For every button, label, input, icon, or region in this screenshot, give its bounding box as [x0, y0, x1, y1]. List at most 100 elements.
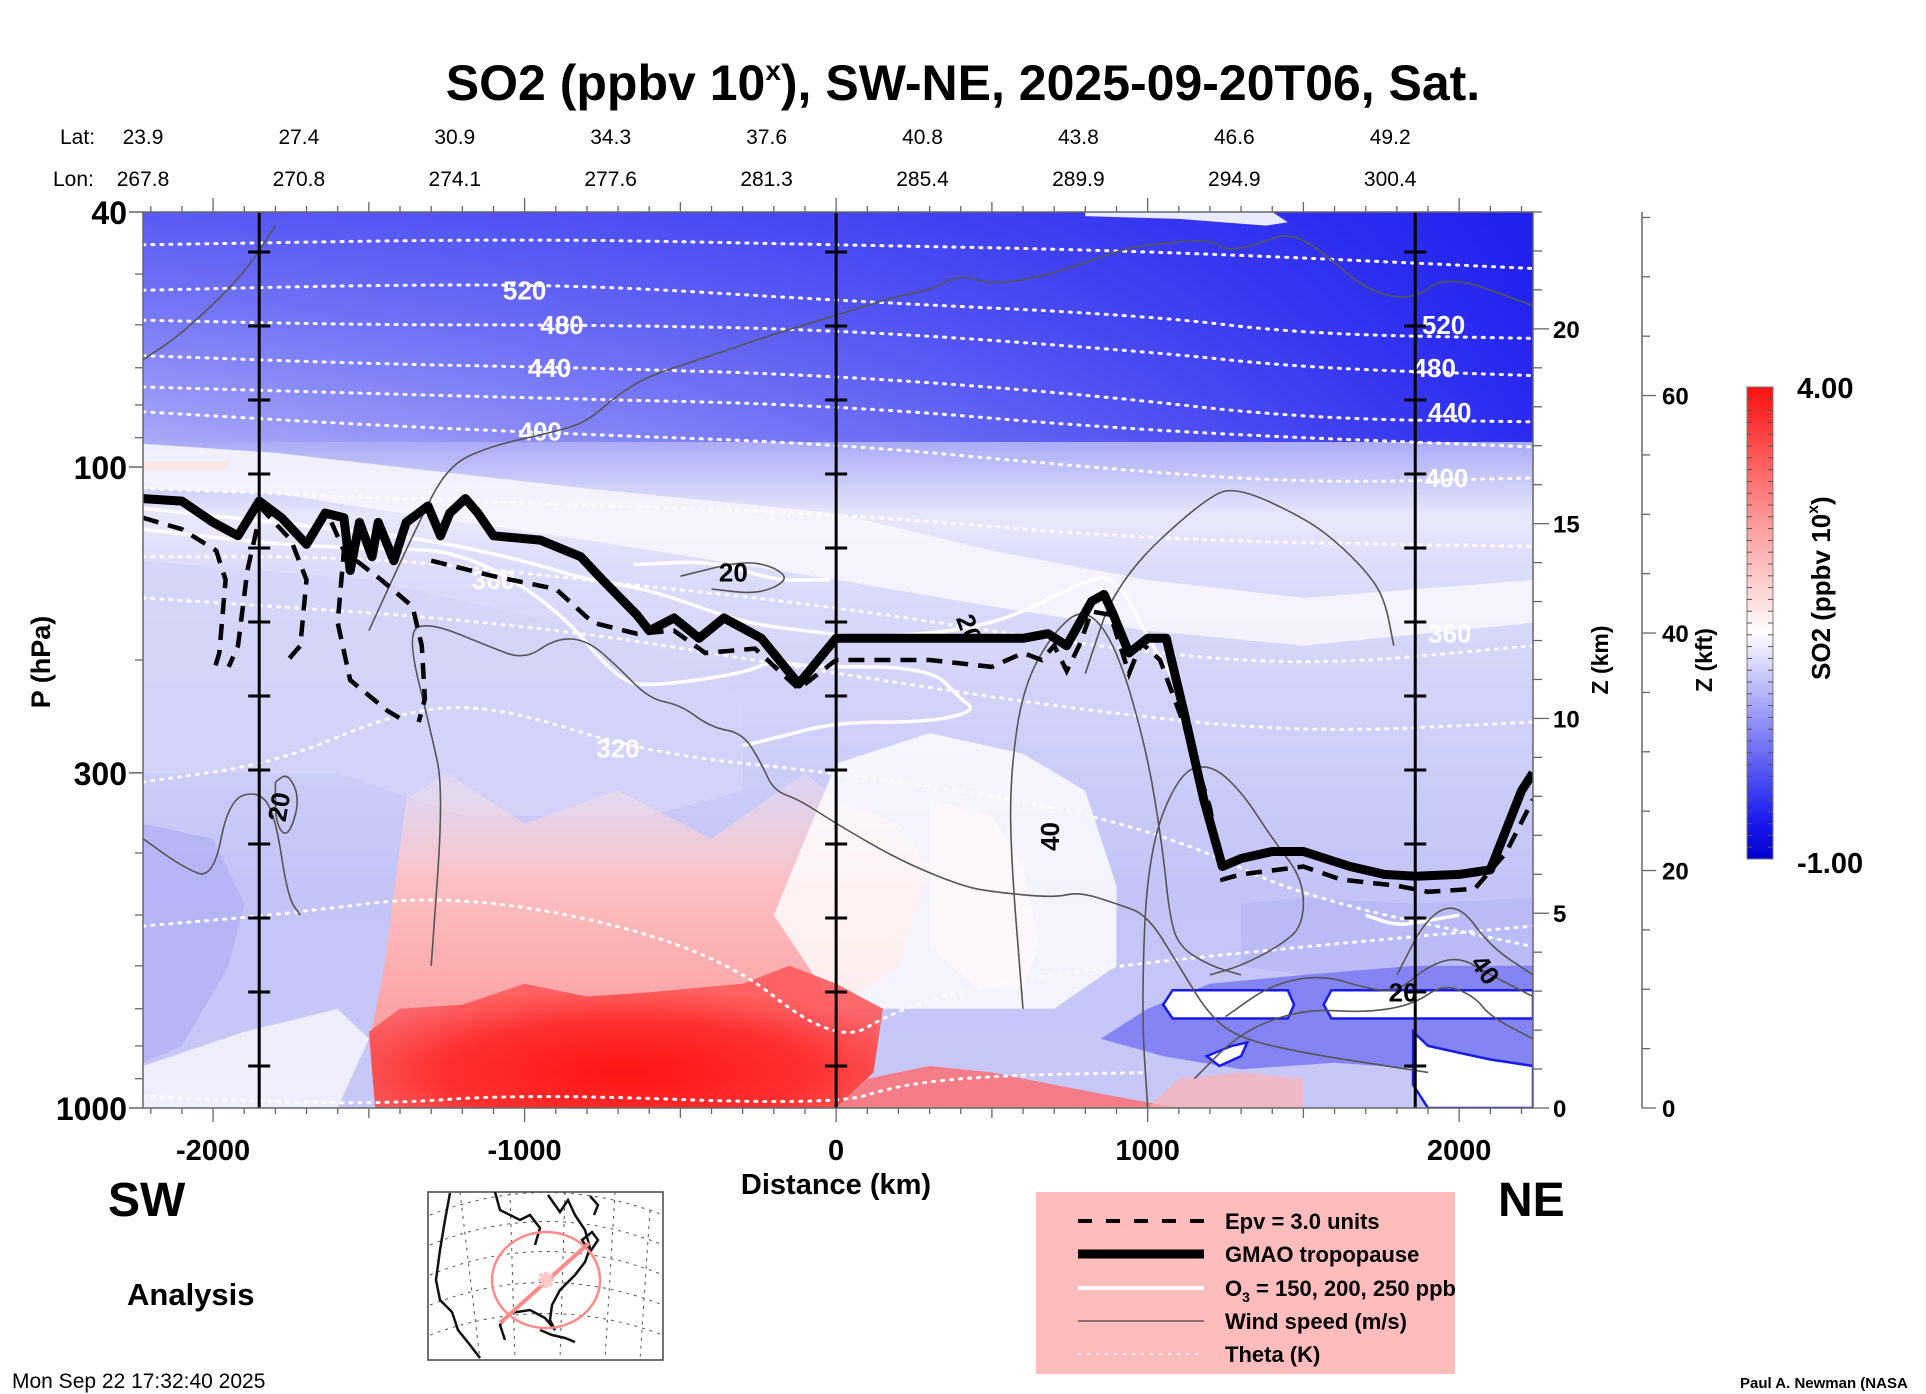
epv-contours: [143, 504, 1533, 895]
z-kft-tick-label: 60: [1662, 384, 1689, 411]
wind-contour-line: [143, 793, 301, 916]
wind-contour-line: [411, 624, 1429, 1074]
wind-contour-line: [680, 562, 785, 594]
so2-white-band-100hpa: [143, 443, 1533, 646]
wind-contour-line: [1225, 958, 1533, 1018]
so2-pink-streak-100hpa: [143, 461, 229, 470]
center-star-icon: [538, 1272, 554, 1288]
wind-contour-line: [274, 775, 298, 834]
so2-white-top-edge: [1085, 212, 1288, 226]
y-tick-label: 40: [91, 195, 127, 231]
z-km-axis-label: Z (km): [1587, 626, 1613, 695]
x-tick-label: -2000: [176, 1135, 250, 1167]
lat-value: 43.8: [1058, 126, 1099, 149]
legend-label: Theta (K): [1225, 1342, 1320, 1367]
legend-label: Epv = 3.0 units: [1225, 1209, 1380, 1234]
lat-value: 27.4: [278, 126, 319, 149]
theta-contour-line: [143, 487, 1533, 548]
theta-label: 480: [1413, 353, 1456, 383]
lat-value: 30.9: [434, 126, 475, 149]
wind-contour-line: [143, 225, 277, 361]
y-tick-label: 1000: [56, 1091, 127, 1127]
so2-left-lower-blue: [143, 823, 245, 1063]
wind-contour-line: [368, 235, 1533, 632]
analysis-label: Analysis: [127, 1277, 255, 1312]
sw-label: SW: [108, 1174, 186, 1227]
x-axis-label: Distance (km): [741, 1169, 931, 1201]
theta-label: 520: [503, 275, 546, 305]
theta-contour-line: [143, 410, 1533, 483]
colorbar-title: SO2 (ppbv 10x): [1805, 496, 1836, 680]
so2-pink-low-right: [1147, 1072, 1304, 1108]
so2-white-hole-2: [1322, 988, 1533, 1020]
lat-value: 23.9: [123, 126, 164, 149]
theta-contour-line: [143, 1070, 1150, 1105]
lon-row-label: Lon:: [53, 168, 94, 191]
theta-contour-line: [143, 596, 1533, 731]
z-kft-tick-label: 20: [1662, 859, 1689, 886]
lon-value: 274.1: [429, 168, 482, 191]
wind-contour-line: [1009, 613, 1242, 1009]
y-tick-label: 100: [74, 450, 127, 486]
ozone-contour-line: [1365, 913, 1460, 926]
lon-value: 267.8: [117, 168, 170, 191]
theta-contour-line: [143, 706, 1533, 949]
wind-speed-label: 20: [719, 557, 748, 587]
theta-contour-line: [143, 898, 1533, 1034]
wind-contour-line: [1396, 907, 1533, 976]
theta-label: 440: [1428, 397, 1471, 427]
vertical-marker-lines: [248, 212, 1427, 1108]
lat-value: 34.3: [590, 126, 631, 149]
theta-label: 360: [1428, 619, 1471, 649]
colorbar-ticks: [1747, 398, 1773, 848]
epv-contour-line: [257, 504, 309, 662]
lon-value: 281.3: [740, 168, 793, 191]
theta-label: 520: [1422, 310, 1465, 340]
lat-value: 49.2: [1370, 126, 1411, 149]
theta-label: 320: [596, 734, 639, 764]
lon-value: 270.8: [273, 168, 326, 191]
z-kft-tick-label: 0: [1662, 1096, 1675, 1123]
epv-contour-line: [430, 558, 1533, 895]
so2-field-shapes: [143, 212, 1533, 1108]
chart-title: SO2 (ppbv 10x), SW-NE, 2025-09-20T06, Sa…: [446, 55, 1480, 111]
ozone-contour-line: [143, 506, 1181, 688]
so2-white-lower-left: [143, 1008, 369, 1108]
lon-value: 277.6: [584, 168, 637, 191]
z-kft-axis-label: Z (kft): [1691, 628, 1717, 692]
y-axis-label: P (hPa): [26, 616, 56, 709]
title-superscript: x: [765, 55, 781, 86]
ne-label: NE: [1498, 1174, 1565, 1227]
z-km-tick-label: 20: [1553, 317, 1580, 344]
z-km-tick-label: 15: [1553, 512, 1580, 539]
so2-white-central-low: [773, 733, 1117, 1009]
wind-contour-line: [1142, 766, 1305, 1108]
axes: -2000 -1000 0 1000 2000 40 100 300 1000 0 5 10 15 20 0…: [56, 195, 1689, 1167]
so2-red-low-right: [836, 1066, 1179, 1108]
region-circle: [490, 1230, 602, 1330]
theta-contour-line: [143, 385, 1533, 449]
z-km-tick-label: 10: [1553, 706, 1580, 733]
wind-speed-label: 40: [1035, 822, 1065, 851]
x-tick-label: 1000: [1115, 1135, 1180, 1167]
legend: Epv = 3.0 units GMAO tropopause O3 = 150, …: [1036, 1192, 1456, 1374]
so2-red-core: [368, 965, 883, 1108]
lon-value: 294.9: [1208, 168, 1261, 191]
theta-contour-line: [143, 555, 1533, 664]
epv-contour-line: [329, 521, 408, 725]
x-tick-label: -1000: [488, 1135, 562, 1167]
tropopause-line: [143, 494, 1533, 881]
lat-lon-header: Lat: Lon: 23.9 27.4 30.9 34.3 37.6 40.8 43.8 46…: [53, 126, 1417, 191]
z-km-tick-label: 5: [1553, 901, 1566, 928]
z-km-tick-label: 0: [1553, 1096, 1566, 1123]
legend-box: [1036, 1192, 1455, 1374]
ozone-contour-line: [633, 560, 830, 582]
wind-contour-line: [1084, 489, 1395, 674]
so2-white-hole-4: [1411, 1028, 1533, 1108]
x-tick-label: 0: [828, 1135, 844, 1167]
y-tick-label: 300: [74, 756, 127, 792]
so2-white-hole-3: [1204, 1040, 1250, 1068]
wind-contour-line: [1193, 986, 1533, 1080]
